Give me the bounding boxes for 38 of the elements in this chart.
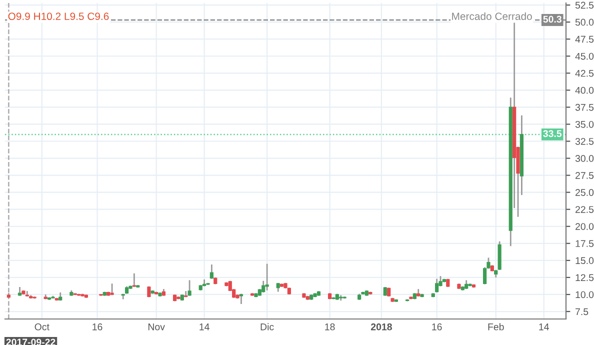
candlestick: [435, 278, 439, 294]
y-tick-label: 42.5: [575, 70, 594, 77]
y-tick-label: 15.0: [576, 257, 594, 264]
y-tick-label: 47.5: [575, 36, 594, 43]
y-tick-label: 32.5: [575, 138, 594, 145]
y-tick-label: 37.5: [575, 104, 594, 111]
annotation: O9.9 H10.2 L9.5 C9.6: [8, 12, 109, 20]
y-tick-label: 12.5: [576, 274, 594, 282]
x-tick-label: Nov: [148, 324, 165, 330]
ref-line-label: 33.5: [543, 130, 562, 138]
y-tick-label: 35.0: [575, 120, 594, 128]
x-tick-label: 16: [432, 323, 442, 330]
y-tick-label: 25.0: [576, 189, 594, 196]
y-tick-label: 52.5: [575, 2, 594, 9]
x-tick-label: Oct: [34, 323, 50, 330]
y-tick-label: 7.5: [576, 308, 588, 316]
y-tick-label: 45.0: [575, 52, 594, 60]
candlestick: [210, 264, 214, 280]
y-tick-label: 17.5: [576, 240, 594, 248]
y-tick-label: 30.0: [575, 155, 594, 162]
x-tick-label: 14: [539, 324, 549, 330]
x-tick-label: 14: [200, 324, 210, 330]
x-tick-label: 18: [325, 323, 335, 330]
y-tick-label: 40.0: [575, 86, 594, 94]
x-tick-label: 16: [92, 323, 102, 330]
x-tick-label: Feb: [488, 323, 504, 330]
y-tick-label: 27.5: [576, 172, 594, 179]
x-tick-label: Dic: [260, 323, 274, 330]
annotation: Mercado Cerrado: [452, 12, 532, 20]
candlestick: [132, 272, 136, 288]
ref-line-label: 50.3: [543, 16, 562, 23]
candlestick: [265, 263, 269, 292]
y-tick-label: 50.0: [575, 18, 594, 26]
y-tick-label: 22.5: [576, 206, 594, 213]
y-tick-label: 20.0: [576, 223, 594, 230]
y-tick-label: 10.0: [576, 291, 594, 298]
x-tick-label: 2018: [370, 323, 392, 330]
candlestick: [188, 279, 192, 297]
